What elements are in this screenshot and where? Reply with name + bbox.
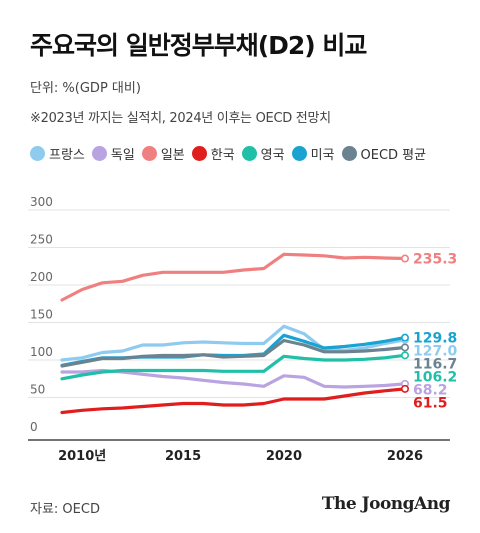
legend-item: OECD 평균 bbox=[341, 144, 427, 163]
y-tick-label: 100 bbox=[30, 345, 53, 359]
x-tick-label: 2010년 bbox=[58, 449, 106, 464]
y-tick-label: 0 bbox=[30, 420, 38, 434]
legend-item: 독일 bbox=[91, 144, 135, 163]
legend-label: 영국 bbox=[260, 148, 285, 163]
series-line bbox=[60, 387, 407, 415]
end-value-label: 116.7 bbox=[413, 357, 457, 373]
end-point-marker bbox=[400, 254, 409, 263]
end-point-marker bbox=[400, 384, 409, 393]
legend-item: 영국 bbox=[241, 144, 285, 163]
chart-legend: 프랑스 독일 일본 한국 영국 미국 OECD 평균 bbox=[30, 144, 433, 163]
end-value-label: 68.2 bbox=[413, 383, 448, 399]
end-value-label: 235.3 bbox=[413, 252, 457, 268]
brand-logo: The JoongAng bbox=[321, 494, 451, 514]
series-line bbox=[60, 252, 407, 302]
line-chart: 0 50 100 150 200 250 300 2010년 2015 2020 2026 235.3… bbox=[28, 195, 458, 464]
end-value-label: 129.8 bbox=[413, 331, 457, 347]
legend-swatch bbox=[191, 146, 207, 161]
legend-label: 프랑스 bbox=[49, 148, 85, 163]
y-tick-label: 50 bbox=[30, 383, 45, 397]
x-tick-label: 2026 bbox=[387, 449, 423, 464]
y-tick-label: 300 bbox=[30, 195, 53, 209]
legend-item: 일본 bbox=[141, 144, 185, 163]
y-tick-label: 200 bbox=[30, 270, 53, 284]
x-tick-label: 2020 bbox=[266, 449, 302, 464]
legend-swatch bbox=[291, 146, 307, 161]
legend-swatch bbox=[141, 146, 157, 161]
legend-item: 한국 bbox=[191, 144, 235, 163]
series-line bbox=[60, 324, 407, 362]
page-title: 주요국의 일반정부부채(D2) 비교 bbox=[30, 31, 367, 60]
legend-label: OECD 평균 bbox=[360, 148, 427, 163]
end-point-marker bbox=[400, 351, 409, 360]
legend-label: 일본 bbox=[160, 148, 185, 163]
forecast-note: ※2023년 까지는 실적치, 2024년 이후는 OECD 전망치 bbox=[30, 111, 331, 126]
end-value-label: 127.0 bbox=[413, 344, 458, 360]
unit-label: 단위: %(GDP 대비) bbox=[30, 81, 141, 96]
y-tick-label: 250 bbox=[30, 233, 53, 247]
end-value-label: 106.2 bbox=[413, 370, 457, 386]
legend-label: 미국 bbox=[310, 148, 335, 163]
legend-swatch bbox=[241, 146, 257, 161]
series-line bbox=[60, 338, 407, 368]
legend-label: 한국 bbox=[210, 148, 235, 163]
legend-label: 독일 bbox=[110, 148, 135, 163]
series-line bbox=[60, 353, 407, 381]
series-line bbox=[60, 368, 407, 389]
legend-swatch bbox=[341, 146, 357, 161]
source-label: 자료: OECD bbox=[30, 502, 100, 517]
x-tick-label: 2015 bbox=[165, 449, 201, 464]
legend-swatch bbox=[91, 146, 107, 161]
end-point-marker bbox=[400, 333, 409, 342]
legend-item: 프랑스 bbox=[30, 144, 85, 163]
end-value-label: 61.5 bbox=[413, 396, 448, 412]
y-tick-label: 150 bbox=[30, 308, 53, 322]
end-point-marker bbox=[400, 343, 409, 352]
legend-item: 미국 bbox=[291, 144, 335, 163]
legend-swatch bbox=[30, 146, 45, 161]
